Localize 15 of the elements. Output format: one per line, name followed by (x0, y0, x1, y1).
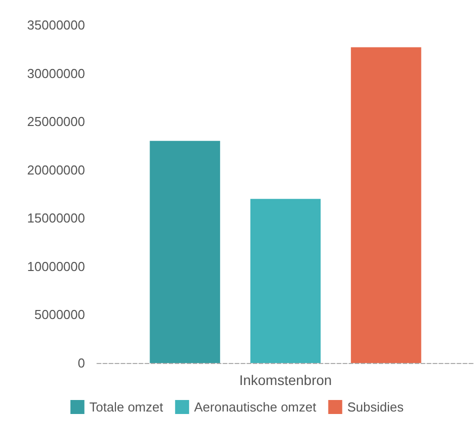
y-tick-label: 0 (78, 356, 85, 370)
legend-label: Aeronautische omzet (194, 400, 317, 414)
y-tick-label: 35000000 (27, 18, 85, 32)
legend-label: Subsidies (347, 400, 404, 414)
y-tick-label: 30000000 (27, 66, 85, 81)
bar (250, 198, 321, 363)
y-tick-label: 20000000 (27, 162, 85, 178)
bar (150, 140, 220, 363)
y-tick-label: 25000000 (27, 114, 85, 130)
y-tick-label: 5000000 (34, 307, 85, 322)
y-tick-label: 15000000 (27, 210, 85, 226)
bar (350, 47, 422, 363)
legend-label: Totale omzet (89, 400, 164, 414)
x-tick-label: Inkomstenbron (239, 372, 332, 388)
y-tick-label: 10000000 (27, 258, 85, 274)
